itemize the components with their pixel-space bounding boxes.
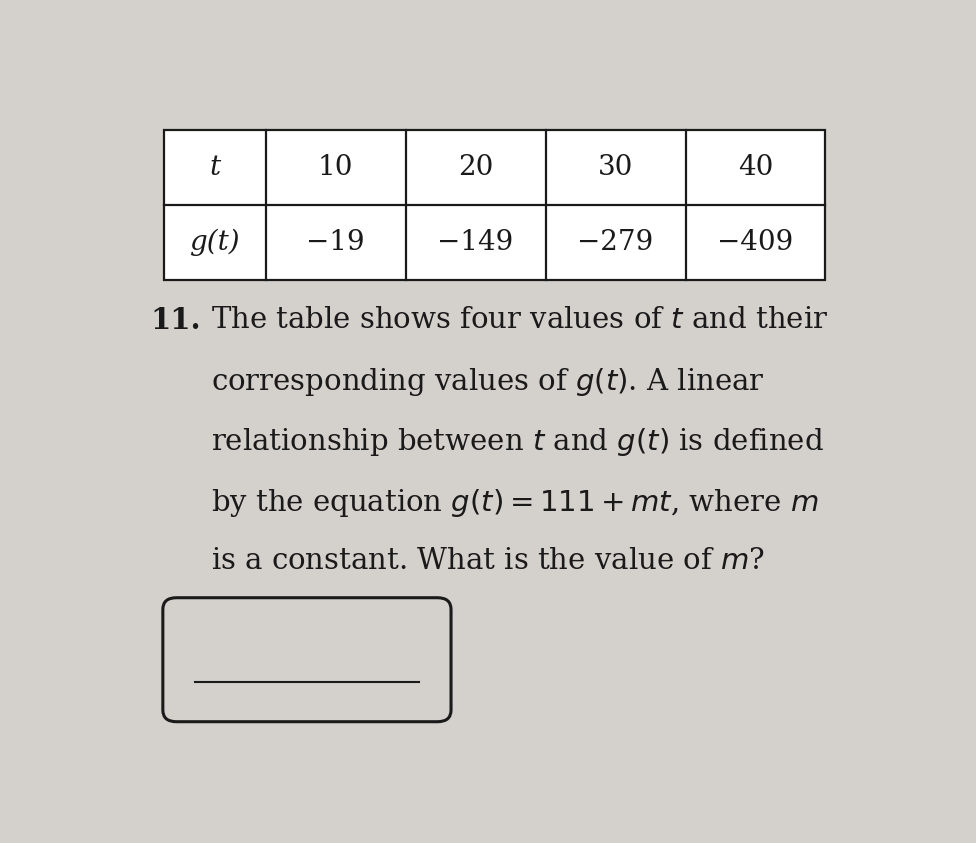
Text: 40: 40 [738,154,773,181]
Text: The table shows four values of $t$ and their: The table shows four values of $t$ and t… [211,306,829,334]
Text: relationship between $t$ and $g(t)$ is defined: relationship between $t$ and $g(t)$ is d… [211,427,824,459]
Text: −409: −409 [717,228,793,255]
Text: −149: −149 [437,228,513,255]
Text: corresponding values of $g(t)$. A linear: corresponding values of $g(t)$. A linear [211,366,765,398]
FancyBboxPatch shape [163,598,451,722]
Text: is a constant. What is the value of $m$?: is a constant. What is the value of $m$? [211,547,765,575]
Text: t: t [209,154,221,181]
Text: 11.: 11. [150,306,201,335]
Bar [164,131,826,280]
Text: 30: 30 [598,154,633,181]
Text: g(t): g(t) [189,228,240,256]
Text: 20: 20 [458,154,493,181]
Text: by the equation $g(t) = 111 + mt$, where $m$: by the equation $g(t) = 111 + mt$, where… [211,486,819,518]
Text: −19: −19 [306,228,365,255]
Text: −279: −279 [578,228,654,255]
Bar [164,131,826,280]
Text: 10: 10 [318,154,353,181]
